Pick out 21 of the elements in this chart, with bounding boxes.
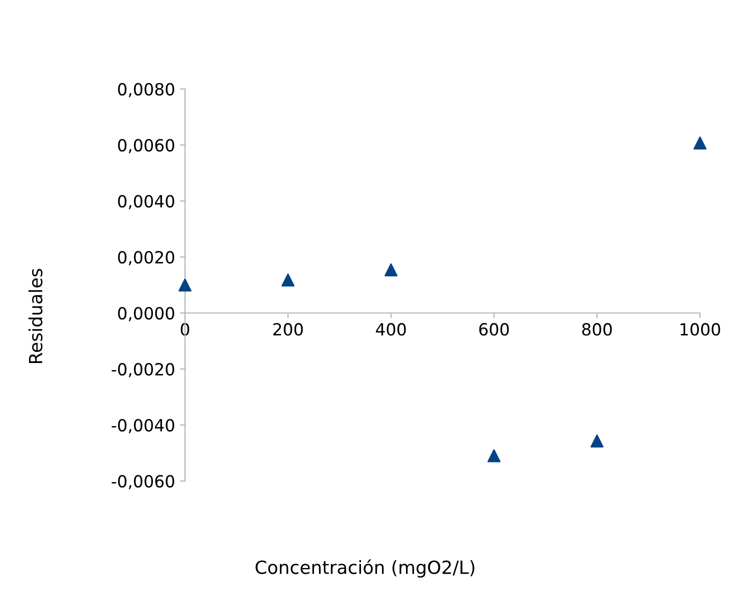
- y-tick-label: 0,0080: [118, 82, 174, 98]
- point: [693, 136, 707, 150]
- x-tick-label: 800: [582, 323, 612, 336]
- x-axis-title: Concentración (mgO2/L): [256, 559, 474, 578]
- y-tick-label: -0,0020: [112, 362, 174, 378]
- y-tick-label: -0,0060: [112, 474, 174, 490]
- y-tick-label: -0,0040: [112, 418, 174, 434]
- x-tick-label: 1000: [680, 323, 720, 336]
- point: [590, 434, 604, 448]
- y-tick-label: 0,0000: [118, 306, 174, 322]
- y-tick-label: 0,0040: [118, 194, 174, 210]
- y-tick-label: 0,0020: [118, 250, 174, 266]
- point: [487, 449, 501, 462]
- x-tick-label: 400: [376, 323, 406, 336]
- point: [281, 273, 295, 286]
- x-tick-label: 200: [273, 323, 303, 336]
- x-tick-label: 600: [479, 323, 509, 336]
- y-axis-title: Residuales: [28, 268, 42, 363]
- y-tick-label: 0,0060: [118, 138, 174, 154]
- point: [178, 278, 192, 292]
- point: [384, 263, 398, 276]
